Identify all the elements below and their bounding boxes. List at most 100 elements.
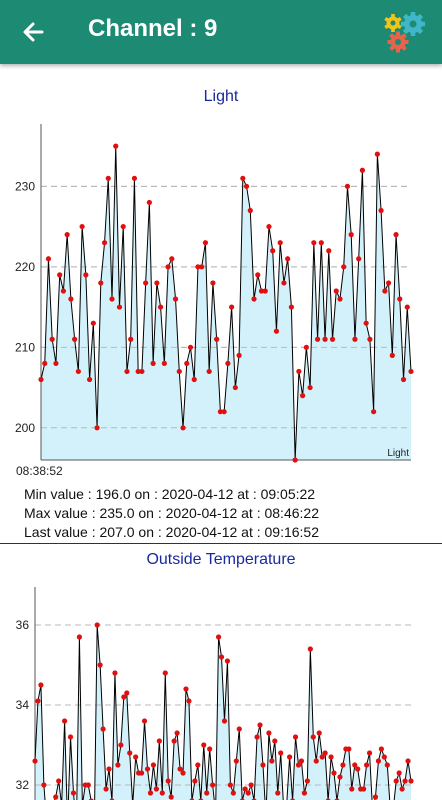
light-data-point <box>318 240 324 246</box>
temperature-data-point <box>340 762 346 768</box>
light-data-point <box>86 376 93 383</box>
temperature-data-point <box>210 782 216 788</box>
light-data-point <box>120 223 126 230</box>
temperature-data-point <box>124 690 130 696</box>
temperature-chart-title: Outside Temperature <box>146 551 296 568</box>
temperature-data-point <box>112 670 118 676</box>
temperature-data-point <box>375 758 382 764</box>
light-data-point <box>128 336 134 342</box>
light-data-point <box>277 240 283 246</box>
temperature-data-point <box>372 794 379 800</box>
temperature-data-point <box>402 778 408 784</box>
temperature-data-point <box>313 758 319 764</box>
light-data-point <box>146 199 152 206</box>
temperature-data-point <box>53 794 59 800</box>
temperature-data-point <box>85 782 91 788</box>
temperature-data-point <box>121 694 127 700</box>
light-data-point <box>98 280 104 286</box>
light-data-point <box>176 368 182 375</box>
light-data-point <box>329 336 336 342</box>
temperature-data-point <box>298 758 305 764</box>
light-data-point <box>53 360 59 367</box>
light-data-point <box>187 344 194 350</box>
light-data-point <box>258 288 265 294</box>
temperature-data-point <box>349 786 355 792</box>
gears-icon <box>384 12 425 53</box>
temperature-data-point <box>192 778 198 784</box>
back-button[interactable] <box>16 14 52 50</box>
light-y-tick-label: 210 <box>15 340 35 354</box>
light-data-point <box>191 376 197 383</box>
temperature-data-point <box>301 790 308 796</box>
light-data-point <box>206 368 212 375</box>
temperature-data-point <box>361 786 367 792</box>
settings-button[interactable] <box>384 12 428 54</box>
light-data-point <box>172 296 179 302</box>
light-chart: 200 210 220 230 Light <box>15 124 414 463</box>
light-data-point <box>288 304 294 310</box>
light-data-point <box>217 409 223 415</box>
light-data-point <box>408 368 414 375</box>
light-data-point <box>214 336 220 342</box>
light-data-point <box>378 207 384 214</box>
app-bar: Channel : 9 <box>0 0 442 64</box>
temperature-data-point <box>218 654 225 660</box>
temperature-data-point <box>165 778 171 784</box>
light-stats: Min value : 196.0 on : 2020-04-12 at : 0… <box>24 485 319 542</box>
light-data-point <box>116 304 123 310</box>
temperature-data-point <box>201 742 207 748</box>
temperature-data-point <box>141 718 148 724</box>
light-data-point <box>109 296 115 302</box>
light-data-point <box>94 425 100 431</box>
light-data-point <box>337 296 343 302</box>
temperature-data-point <box>186 698 192 704</box>
light-data-point <box>374 151 380 157</box>
temperature-data-point <box>287 754 293 760</box>
temperature-data-point <box>195 762 201 768</box>
light-data-point <box>273 328 280 334</box>
light-data-point <box>292 457 298 463</box>
light-data-point <box>251 296 257 302</box>
section-divider <box>0 543 442 544</box>
light-chart-title: Light <box>203 88 239 105</box>
light-data-point <box>90 320 96 326</box>
temperature-data-point <box>177 766 183 772</box>
temperature-data-point <box>215 634 222 640</box>
light-data-point <box>247 207 253 214</box>
temperature-data-point <box>207 746 213 752</box>
temperature-data-point <box>147 790 154 796</box>
light-y-tick-label: 200 <box>15 421 35 435</box>
temperature-data-point <box>56 778 62 784</box>
temperature-data-point <box>266 730 272 736</box>
light-data-point <box>314 336 321 342</box>
temperature-data-point <box>346 746 352 752</box>
light-data-point <box>195 264 201 270</box>
light-data-point <box>307 384 313 391</box>
temperature-data-point <box>236 726 242 732</box>
light-data-point <box>400 376 407 383</box>
temperature-data-point <box>248 782 254 788</box>
temperature-data-point <box>159 790 165 796</box>
temperature-data-point <box>352 762 358 768</box>
temperature-data-point <box>363 762 370 768</box>
temperature-y-tick-label: 32 <box>16 778 30 792</box>
temperature-data-point <box>257 722 263 728</box>
light-data-point <box>243 183 250 189</box>
light-data-point <box>344 183 351 189</box>
temperature-data-point <box>233 758 239 764</box>
temperature-chart: 32 34 36 <box>16 587 414 800</box>
light-data-point <box>83 272 89 278</box>
temperature-data-point <box>378 746 384 752</box>
light-data-point <box>210 280 216 286</box>
light-data-point <box>404 304 410 310</box>
temperature-data-point <box>115 762 121 768</box>
light-data-point <box>270 248 276 254</box>
light-data-point <box>229 304 235 310</box>
temperature-data-point <box>221 718 228 724</box>
light-data-point <box>311 240 317 246</box>
light-data-point <box>105 175 111 181</box>
temperature-data-point <box>408 778 414 784</box>
temperature-data-point <box>224 658 231 664</box>
light-data-point <box>356 256 362 262</box>
temperature-data-point <box>245 790 251 796</box>
